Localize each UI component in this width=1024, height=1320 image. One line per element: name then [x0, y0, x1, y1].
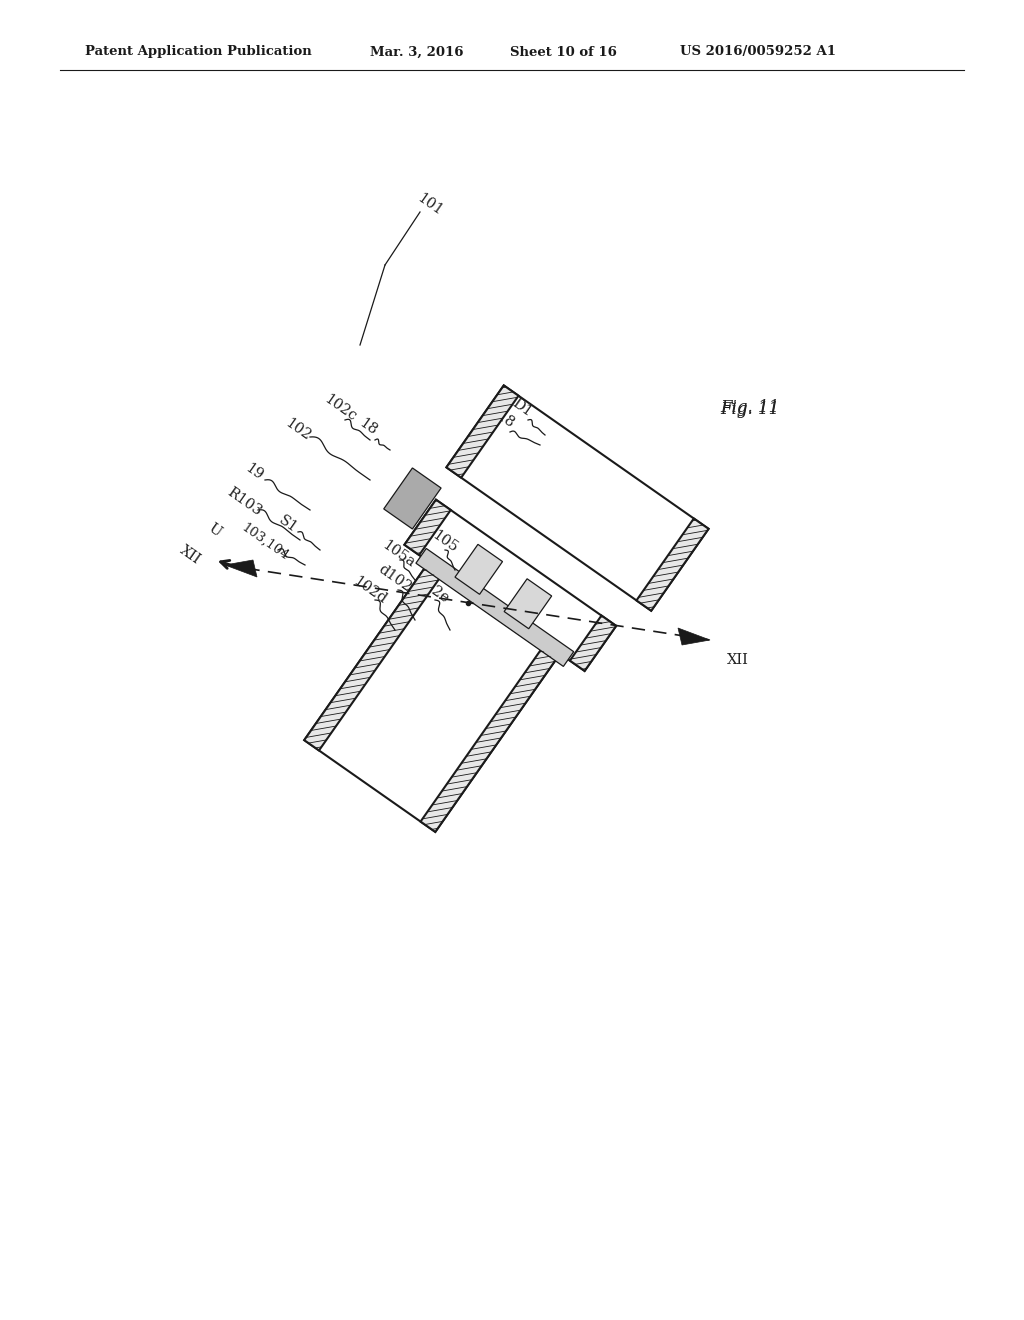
Text: Fig. 11: Fig. 11 [720, 400, 779, 417]
Polygon shape [637, 519, 709, 611]
Polygon shape [446, 385, 709, 611]
Text: 103,104: 103,104 [239, 521, 291, 562]
Polygon shape [637, 519, 709, 611]
Polygon shape [384, 469, 441, 529]
Polygon shape [304, 568, 439, 751]
Text: 105: 105 [430, 528, 461, 556]
Text: 102d: 102d [351, 574, 389, 606]
Text: XII: XII [177, 543, 203, 568]
Text: 105a: 105a [379, 537, 417, 570]
Text: Patent Application Publication: Patent Application Publication [85, 45, 311, 58]
Text: US 2016/0059252 A1: US 2016/0059252 A1 [680, 45, 836, 58]
Polygon shape [570, 615, 616, 671]
Text: 102e: 102e [413, 574, 451, 606]
Polygon shape [304, 568, 439, 751]
Text: D1: D1 [509, 396, 535, 420]
Text: R103: R103 [224, 486, 264, 519]
Text: 18: 18 [356, 416, 380, 438]
Text: d102: d102 [376, 561, 415, 594]
Polygon shape [504, 578, 552, 628]
Text: Mar. 3, 2016: Mar. 3, 2016 [370, 45, 464, 58]
Polygon shape [416, 548, 573, 667]
Polygon shape [404, 500, 451, 556]
Polygon shape [446, 385, 518, 478]
Polygon shape [404, 500, 451, 556]
Text: Sheet 10 of 16: Sheet 10 of 16 [510, 45, 616, 58]
Text: 18: 18 [494, 409, 516, 432]
Polygon shape [570, 615, 616, 671]
Text: 19: 19 [243, 461, 265, 483]
Text: XII: XII [727, 653, 749, 667]
Text: Fig. 11: Fig. 11 [720, 401, 779, 418]
Text: 102c: 102c [322, 392, 358, 424]
Polygon shape [455, 544, 503, 594]
Polygon shape [421, 649, 556, 832]
Polygon shape [404, 500, 616, 671]
Text: 101: 101 [415, 191, 445, 219]
Text: 102: 102 [283, 416, 313, 444]
Polygon shape [225, 560, 257, 577]
Text: S1: S1 [276, 512, 300, 535]
Polygon shape [678, 628, 710, 645]
Text: U: U [206, 521, 224, 540]
Polygon shape [446, 385, 518, 478]
Polygon shape [421, 649, 556, 832]
Polygon shape [304, 568, 556, 832]
